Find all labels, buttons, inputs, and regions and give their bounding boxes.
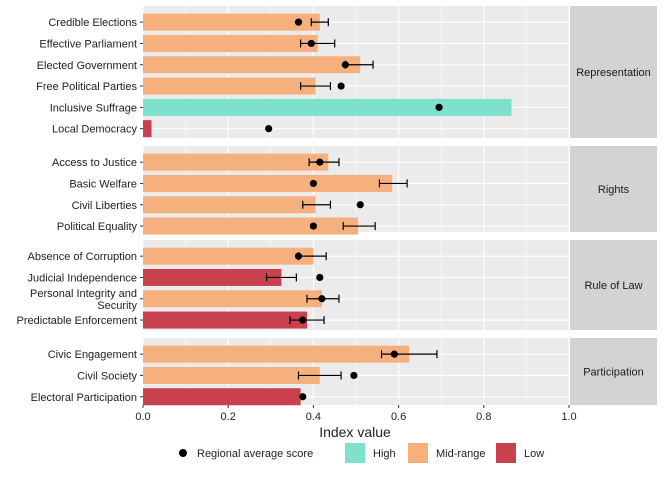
avg-point-basic-welfare — [309, 179, 317, 188]
category-label-predictable-enforcement: Predictable Enforcement — [17, 315, 137, 327]
x-axis-title: Index value — [319, 424, 391, 440]
strip-label-rights: Rights — [598, 184, 630, 196]
avg-point-elected-government — [341, 61, 349, 69]
bar-civil-society — [143, 366, 320, 384]
strip-rule-of-law — [570, 240, 657, 330]
x-tick-label: 1.0 — [561, 411, 576, 423]
category-label-judicial-independence: Judicial Independence — [28, 272, 137, 284]
avg-point-political-equality — [309, 222, 317, 230]
legend-point-key — [179, 449, 187, 457]
avg-point-inclusive-suffrage — [435, 103, 443, 111]
bar-basic-welfare — [143, 174, 393, 192]
legend-key-low — [496, 443, 516, 463]
bar-judicial-independence — [143, 268, 282, 286]
strip-rights — [570, 146, 657, 232]
category-label-civic-engagement: Civic Engagement — [48, 349, 137, 361]
category-label-line: Personal Integrity and — [30, 288, 137, 300]
category-label-electoral-participation: Electoral Participation — [31, 392, 137, 404]
category-label-line: Security — [97, 300, 137, 312]
avg-point-civil-society — [350, 371, 358, 380]
strip-label-rule-of-law: Rule of Law — [584, 280, 642, 292]
legend-key-mid-range — [408, 443, 428, 463]
x-tick-label: 0.0 — [135, 411, 150, 423]
category-label-local-democracy: Local Democracy — [52, 124, 137, 136]
panel-rule-of-law: Rule of Law Absence of Corruption Judicial… — [17, 240, 657, 330]
bar-access-to-justice — [143, 153, 329, 171]
category-label-inclusive-suffrage: Inclusive Suffrage — [50, 102, 137, 114]
x-tick-label: 0.6 — [391, 411, 406, 423]
panel-rights: Rights Access to Justice Basic Welfare Civi… — [52, 146, 657, 235]
bar-civil-liberties — [143, 196, 316, 214]
avg-point-credible-elections — [294, 18, 303, 26]
category-label-elected-government: Elected Government — [37, 60, 137, 72]
avg-point-effective-parliament — [307, 39, 315, 48]
avg-point-electoral-participation — [299, 393, 307, 401]
strip-representation — [570, 6, 657, 138]
category-label-personal-integrity-and-security: Personal Integrity and Security — [30, 288, 138, 312]
category-label-civil-liberties: Civil Liberties — [72, 200, 138, 212]
strip-label-participation: Participation — [583, 367, 644, 379]
strip-participation — [570, 338, 657, 405]
legend-label-low: Low — [524, 448, 544, 460]
avg-point-civic-engagement — [390, 350, 398, 358]
category-label-absence-of-corruption: Absence of Corruption — [28, 251, 137, 263]
bar-civic-engagement — [143, 345, 410, 363]
legend: Regional average score High Mid-range Lo… — [179, 443, 544, 463]
x-tick-label: 0.2 — [221, 411, 236, 423]
bar-predictable-enforcement — [143, 311, 308, 329]
bar-political-equality — [143, 217, 359, 235]
bar-absence-of-corruption — [143, 247, 314, 265]
x-axis: 0.0 0.2 0.4 0.6 0.8 1.0 — [135, 405, 577, 423]
legend-key-high — [345, 443, 365, 463]
avg-point-predictable-enforcement — [299, 316, 307, 324]
legend-point-label: Regional average score — [197, 448, 313, 460]
bar-free-political-parties — [143, 77, 316, 95]
category-label-political-equality: Political Equality — [57, 221, 138, 233]
x-tick-label: 0.8 — [476, 411, 491, 423]
x-tick-label: 0.4 — [306, 411, 321, 423]
bar-credible-elections — [143, 13, 320, 31]
avg-point-judicial-independence — [316, 273, 324, 282]
panels-layer: Representation Credible Elections Effectiv… — [17, 6, 657, 406]
bar-electoral-participation — [143, 388, 301, 406]
category-label-civil-society: Civil Society — [77, 370, 137, 382]
bar-inclusive-suffrage — [143, 98, 512, 116]
legend-label-high: High — [373, 448, 396, 460]
avg-point-civil-liberties — [356, 201, 364, 209]
bar-effective-parliament — [143, 34, 318, 52]
avg-point-absence-of-corruption — [294, 252, 303, 260]
bar-personal-integrity-and-security — [143, 290, 322, 308]
category-label-basic-welfare: Basic Welfare — [69, 178, 137, 190]
category-label-access-to-justice: Access to Justice — [52, 157, 137, 169]
strip-label-representation: Representation — [576, 67, 651, 79]
avg-point-personal-integrity-and-security — [318, 295, 326, 303]
panel-participation: Participation Civic Engagement Civil Socie… — [31, 338, 657, 406]
category-label-credible-elections: Credible Elections — [48, 17, 137, 29]
avg-point-access-to-justice — [316, 158, 324, 166]
panel-representation: Representation Credible Elections Effectiv… — [36, 6, 657, 138]
category-label-effective-parliament: Effective Parliament — [39, 38, 137, 50]
avg-point-free-political-parties — [337, 82, 345, 90]
legend-label-mid-range: Mid-range — [436, 448, 486, 460]
bar-local-democracy — [143, 120, 152, 138]
bar-elected-government — [143, 56, 361, 74]
avg-point-local-democracy — [265, 125, 273, 133]
category-label-free-political-parties: Free Political Parties — [36, 81, 137, 93]
